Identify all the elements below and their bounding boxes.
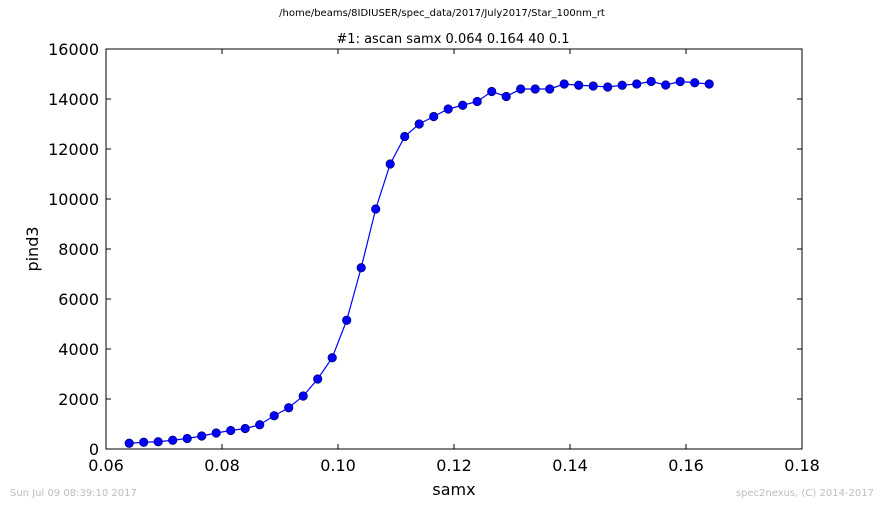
data-point <box>211 428 221 438</box>
data-point <box>559 79 569 89</box>
series-line <box>129 80 710 444</box>
y-tick-label: 12000 <box>48 140 99 159</box>
y-tick-label: 2000 <box>58 390 99 409</box>
y-tick-label: 4000 <box>58 340 99 359</box>
data-point <box>617 80 627 90</box>
data-point <box>443 104 453 114</box>
x-tick-label: 0.14 <box>552 456 588 475</box>
data-point <box>139 437 149 447</box>
data-point <box>168 435 178 445</box>
data-point <box>588 81 598 91</box>
x-tick-label: 0.12 <box>436 456 472 475</box>
data-point <box>269 411 279 421</box>
x-tick-label: 0.18 <box>784 456 820 475</box>
data-point <box>675 76 685 87</box>
data-point <box>574 80 584 90</box>
data-point <box>487 86 497 97</box>
series-pind3 <box>124 76 714 448</box>
data-point <box>690 78 700 88</box>
x-axis-label: samx <box>432 480 475 499</box>
data-point <box>284 403 294 413</box>
timestamp: Sun Jul 09 08:39:10 2017 <box>10 488 137 499</box>
y-axis: 0 2000 4000 6000 8000 10000 12000 14000 16000 <box>48 40 802 459</box>
data-point <box>414 119 424 129</box>
data-point <box>226 425 236 436</box>
x-tick-label: 0.10 <box>320 456 356 475</box>
y-tick-label: 10000 <box>48 190 99 209</box>
y-tick-label: 14000 <box>48 90 99 109</box>
plot-title: #1: ascan samx 0.064 0.164 40 0.1 <box>336 32 569 47</box>
data-point <box>356 263 366 273</box>
data-point <box>458 100 468 110</box>
x-tick-label: 0.06 <box>88 456 124 475</box>
data-point <box>661 80 671 90</box>
credit: spec2nexus, (C) 2014-2017 <box>735 488 874 499</box>
data-point <box>255 420 265 430</box>
data-point <box>197 431 207 441</box>
data-point <box>385 159 395 169</box>
data-point <box>124 438 134 448</box>
data-point <box>342 315 352 325</box>
data-point <box>371 204 381 214</box>
data-point <box>516 84 526 94</box>
data-point <box>400 131 410 142</box>
y-axis-label: pind3 <box>23 226 42 271</box>
y-tick-label: 0 <box>89 440 99 459</box>
x-axis: 0.06 0.08 0.10 0.12 0.14 0.16 0.18 <box>88 49 820 475</box>
data-point <box>327 353 337 363</box>
data-point <box>153 437 163 447</box>
data-point <box>182 433 192 444</box>
data-point <box>530 84 540 94</box>
x-tick-label: 0.08 <box>204 456 240 475</box>
data-point <box>603 82 613 92</box>
data-point <box>545 84 555 94</box>
y-tick-label: 8000 <box>58 240 99 259</box>
data-point <box>240 423 250 434</box>
data-point <box>646 76 656 87</box>
y-tick-label: 6000 <box>58 290 99 309</box>
x-tick-label: 0.16 <box>668 456 704 475</box>
figure-suptitle: /home/beams/8IDIUSER/spec_data/2017/July… <box>279 8 605 19</box>
data-point <box>472 96 482 107</box>
data-point <box>501 91 511 102</box>
y-tick-label: 16000 <box>48 40 99 59</box>
data-point <box>298 391 308 401</box>
data-point <box>313 374 323 384</box>
data-point <box>632 79 642 89</box>
data-point <box>704 79 714 89</box>
plot-frame <box>105 48 803 450</box>
data-point <box>429 111 439 122</box>
